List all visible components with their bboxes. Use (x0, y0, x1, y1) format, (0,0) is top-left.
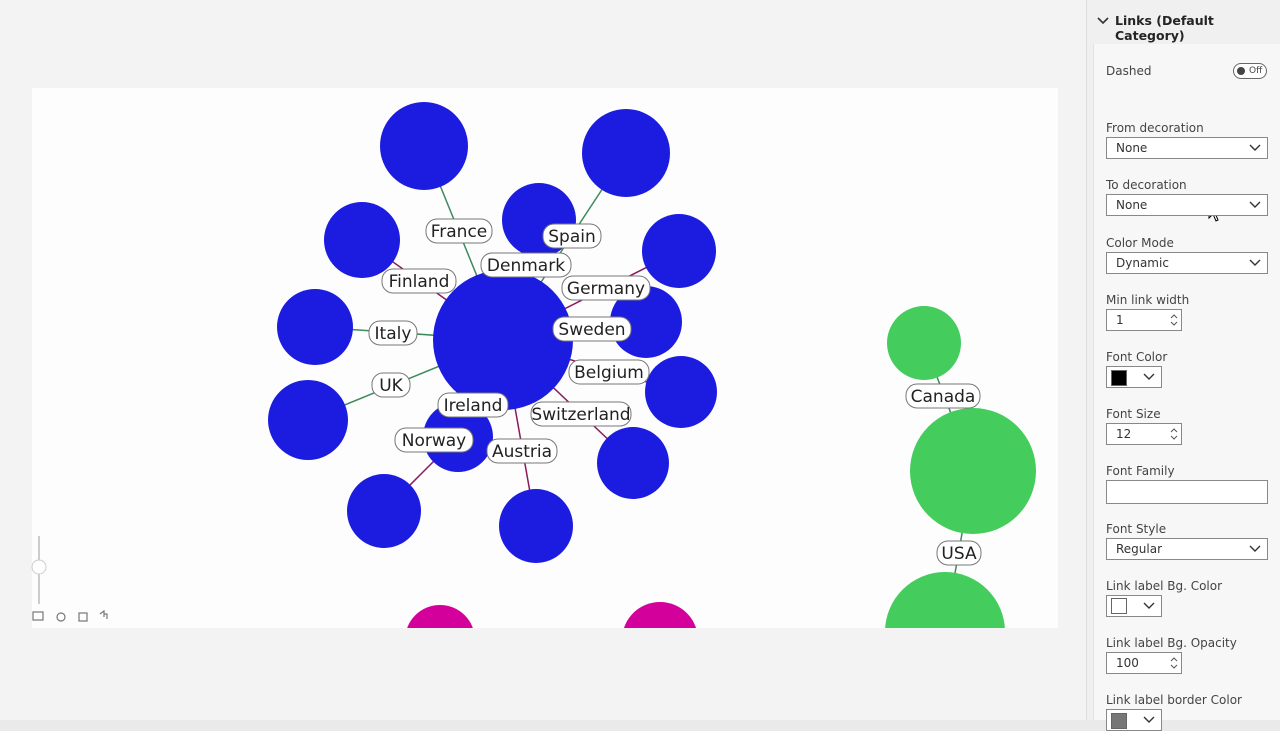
link-label-box (480, 252, 572, 278)
field-label: Dashed (1106, 64, 1152, 78)
link-label-box (381, 268, 457, 294)
color-picker[interactable] (1106, 594, 1162, 617)
number-input[interactable]: 1 (1106, 308, 1182, 331)
report-canvas: France Spain Denmark Finland Germany Italy Swe… (31, 102, 1036, 692)
link-label: Spain (548, 227, 596, 247)
color-picker[interactable] (1106, 709, 1162, 731)
dropdown[interactable]: Dynamic (1106, 251, 1268, 274)
link-label: Italy (375, 324, 412, 344)
field-label: Link label Bg. Opacity (1106, 636, 1237, 650)
link-label: Denmark (487, 256, 565, 276)
link-label-box (936, 540, 982, 566)
field-value: 100 (1116, 656, 1139, 670)
link-label-box (437, 392, 509, 418)
link-label: Sweden (558, 320, 625, 340)
field-label: Link label border Color (1106, 693, 1242, 708)
field-label: Font Style (1106, 521, 1167, 536)
link-label-box (486, 438, 558, 464)
link-label-box (905, 383, 981, 409)
field-label: Font Color (1106, 350, 1168, 364)
field-label: Font Family (1106, 464, 1175, 479)
link-label-box (368, 320, 418, 346)
link-label: Austria (492, 442, 552, 462)
network-graph: France Spain Denmark Finland Germany Italy Swe… (31, 102, 1036, 692)
link-label-box (552, 316, 632, 342)
field-label: Min link width (1106, 292, 1190, 307)
number-input[interactable]: 100 (1106, 652, 1182, 674)
field-value: Regular (1116, 541, 1163, 556)
link-label: Switzerland (531, 405, 630, 425)
field-value: 12 (1116, 427, 1132, 442)
link-label-box (561, 275, 651, 301)
zoom-control[interactable] (31, 536, 47, 604)
link-label-box (568, 359, 650, 385)
link-label-box (542, 223, 602, 249)
field-value: 1 (1116, 312, 1124, 327)
link-labels: France Spain Denmark Finland Germany Italy Swe… (368, 218, 982, 566)
link-label: USA (941, 544, 977, 564)
section-title: Links (Default Category) (1115, 13, 1214, 43)
dropdown[interactable]: None (1106, 137, 1268, 160)
link-label: Germany (567, 279, 645, 299)
link-label: Ireland (444, 396, 503, 416)
dropdown[interactable]: None (1106, 194, 1268, 217)
field-value: None (1116, 141, 1148, 156)
field-value: Dynamic (1116, 255, 1169, 270)
link-label-box (425, 218, 493, 244)
dropdown[interactable]: Regular (1106, 537, 1268, 560)
field-label: From decoration (1106, 121, 1204, 136)
collapse-icon[interactable] (1097, 16, 1109, 26)
link-label-box (371, 372, 411, 398)
link-label: Canada (911, 387, 976, 407)
link-label: Finland (389, 272, 450, 292)
link-label-box (394, 427, 474, 453)
toggle[interactable]: Off (1233, 63, 1267, 79)
link-label-box (530, 401, 632, 427)
field-label: Font Size (1106, 407, 1161, 422)
color-picker[interactable] (1106, 366, 1162, 388)
graph-body: France Spain Denmark Finland Germany Italy Swe… (268, 102, 1036, 692)
nodes[interactable] (885, 306, 1036, 692)
link-label: UK (379, 376, 403, 396)
field-label: To decoration (1106, 178, 1187, 193)
number-input[interactable]: 12 (1106, 423, 1182, 446)
format-pane: Links (Default Category) Dashed Off From d… (1086, 0, 1280, 731)
nodes[interactable] (405, 602, 698, 678)
toolbar-icons[interactable] (32, 609, 108, 622)
link-label: France (431, 222, 488, 242)
link-label: Norway (402, 431, 467, 451)
field-label: Link label Bg. Color (1106, 578, 1223, 593)
text-input[interactable] (1106, 480, 1268, 505)
field-label: Color Mode (1106, 235, 1174, 250)
link-label: Belgium (574, 363, 644, 383)
field-value: None (1116, 198, 1148, 213)
